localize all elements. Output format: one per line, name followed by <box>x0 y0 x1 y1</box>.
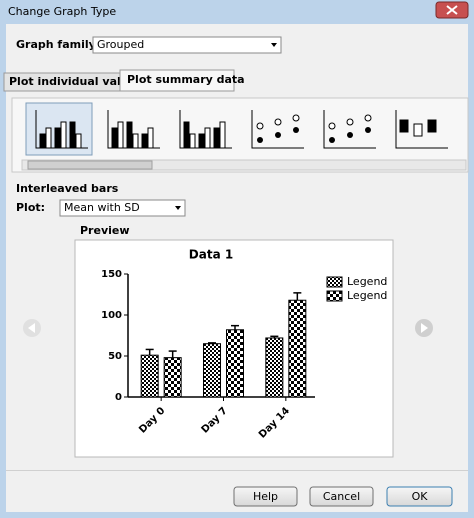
bar <box>288 299 307 398</box>
combo-arrow <box>175 206 181 210</box>
y-tick-label: 50 <box>108 351 122 362</box>
y-tick-label: 100 <box>101 310 122 321</box>
thumb-bar <box>69 121 76 149</box>
legend-label: Legend <box>347 289 387 302</box>
bar <box>265 337 284 398</box>
thumb-axis <box>323 110 376 149</box>
thumb-bar <box>189 133 196 149</box>
thumb-bar <box>132 133 139 149</box>
plot-combo[interactable] <box>59 199 186 217</box>
bar <box>163 357 182 398</box>
thumbnails <box>35 110 448 149</box>
y-tick-label: 0 <box>115 392 122 403</box>
thumb-dot <box>329 137 335 143</box>
bar <box>226 329 244 398</box>
thumb-dot <box>293 127 299 133</box>
window-title: Change Graph Type <box>8 5 116 18</box>
thumb-dot <box>328 122 336 130</box>
buttons: Help Cancel OK <box>233 486 453 507</box>
tab-label: Plot summary data <box>127 73 245 86</box>
thumb-bar <box>219 121 226 149</box>
thumb-axis <box>395 110 448 149</box>
bar <box>203 343 221 398</box>
preview-label: Preview <box>80 224 130 237</box>
thumb-box <box>399 119 409 133</box>
graph-family-value: Grouped <box>97 38 144 51</box>
button[interactable] <box>386 486 453 507</box>
thumb-dot <box>256 122 264 130</box>
thumb-dot <box>275 132 281 138</box>
thumb-box <box>413 123 423 137</box>
thumb-bar <box>54 127 61 149</box>
scroll-thumb[interactable] <box>27 160 153 170</box>
thumb-bar <box>39 133 46 149</box>
thumb-bar <box>60 121 67 149</box>
legend-swatch <box>326 290 343 302</box>
chart-title: Data 1 <box>189 248 233 262</box>
button-label: Cancel <box>323 490 360 503</box>
y-tick-label: 150 <box>101 269 122 280</box>
thumb-dot <box>257 137 263 143</box>
tab-active[interactable] <box>119 69 235 92</box>
button[interactable] <box>233 486 298 507</box>
thumb-bar <box>213 127 220 149</box>
thumb-bar <box>45 127 52 149</box>
scrollbar[interactable] <box>21 159 467 171</box>
thumb-bar <box>111 127 118 149</box>
thumb-dot <box>365 127 371 133</box>
thumb-bar <box>75 133 82 149</box>
close-icon <box>446 5 458 15</box>
button-label: Help <box>253 490 278 503</box>
graph-family-label: Graph family: <box>16 38 100 51</box>
section-label: Interleaved bars <box>16 182 119 195</box>
graph-family-combo[interactable] <box>92 36 282 54</box>
plot-label: Plot: <box>16 201 45 214</box>
thumb-bar <box>126 121 133 149</box>
combo-arrow <box>271 43 277 47</box>
thumb-bar <box>198 133 205 149</box>
thumb-box <box>427 119 437 133</box>
tab-label: Plot individual values <box>9 75 143 88</box>
thumb-dot <box>347 132 353 138</box>
thumb-bar <box>141 133 148 149</box>
thumb-bar <box>183 121 190 149</box>
thumb-dot <box>292 114 300 122</box>
button-label: OK <box>412 490 429 503</box>
thumb-dot <box>346 118 354 126</box>
thumb-bar <box>117 121 124 149</box>
legend-swatch <box>326 276 343 288</box>
separator <box>6 470 468 471</box>
thumb-axis <box>251 110 304 149</box>
thumb-bar <box>204 127 211 149</box>
thumb-dot <box>274 118 282 126</box>
next-arrow-icon <box>421 323 428 333</box>
thumb-dot <box>364 114 372 122</box>
legend-label: Legend <box>347 275 387 288</box>
prev-arrow-icon <box>28 323 35 333</box>
thumb-bar <box>147 127 154 149</box>
bar <box>140 354 159 398</box>
plot-value: Mean with SD <box>64 201 140 214</box>
button[interactable] <box>309 486 374 507</box>
